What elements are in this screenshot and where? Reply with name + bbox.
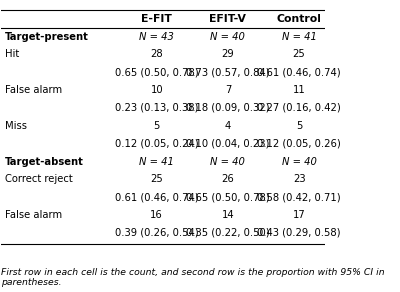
Text: N = 41: N = 41 (139, 157, 174, 166)
Text: False alarm: False alarm (5, 85, 62, 95)
Text: 0.73 (0.57, 0.84): 0.73 (0.57, 0.84) (186, 67, 270, 77)
Text: 10: 10 (150, 85, 163, 95)
Text: 0.12 (0.05, 0.26): 0.12 (0.05, 0.26) (257, 139, 341, 149)
Text: Target-present: Target-present (5, 32, 88, 42)
Text: False alarm: False alarm (5, 210, 62, 220)
Text: 23: 23 (293, 174, 306, 184)
Text: 0.65 (0.50, 0.78): 0.65 (0.50, 0.78) (115, 67, 198, 77)
Text: 0.39 (0.26, 0.54): 0.39 (0.26, 0.54) (115, 228, 198, 238)
Text: Control: Control (277, 14, 322, 24)
Text: 0.43 (0.29, 0.58): 0.43 (0.29, 0.58) (257, 228, 341, 238)
Text: Target-absent: Target-absent (5, 157, 84, 166)
Text: 0.58 (0.42, 0.71): 0.58 (0.42, 0.71) (257, 192, 341, 202)
Text: 4: 4 (225, 121, 231, 131)
Text: Hit: Hit (5, 49, 19, 60)
Text: 25: 25 (293, 49, 306, 60)
Text: 7: 7 (225, 85, 231, 95)
Text: 0.23 (0.13, 0.38): 0.23 (0.13, 0.38) (115, 103, 198, 113)
Text: 0.10 (0.04, 0.23): 0.10 (0.04, 0.23) (186, 139, 270, 149)
Text: N = 43: N = 43 (139, 32, 174, 42)
Text: 5: 5 (296, 121, 302, 131)
Text: First row in each cell is the count, and second row is the proportion with 95% C: First row in each cell is the count, and… (1, 268, 385, 287)
Text: N = 40: N = 40 (210, 32, 245, 42)
Text: EFIT-V: EFIT-V (210, 14, 246, 24)
Text: 25: 25 (150, 174, 163, 184)
Text: N = 40: N = 40 (210, 157, 245, 166)
Text: 14: 14 (222, 210, 234, 220)
Text: 29: 29 (222, 49, 234, 60)
Text: N = 41: N = 41 (282, 32, 316, 42)
Text: 0.27 (0.16, 0.42): 0.27 (0.16, 0.42) (257, 103, 341, 113)
Text: N = 40: N = 40 (282, 157, 316, 166)
Text: 16: 16 (150, 210, 163, 220)
Text: 0.35 (0.22, 0.50): 0.35 (0.22, 0.50) (186, 228, 270, 238)
Text: 0.61 (0.46, 0.74): 0.61 (0.46, 0.74) (257, 67, 341, 77)
Text: 26: 26 (222, 174, 234, 184)
Text: 0.61 (0.46, 0.74): 0.61 (0.46, 0.74) (115, 192, 198, 202)
Text: 28: 28 (150, 49, 163, 60)
Text: 5: 5 (154, 121, 160, 131)
Text: E-FIT: E-FIT (141, 14, 172, 24)
Text: 0.65 (0.50, 0.78): 0.65 (0.50, 0.78) (186, 192, 270, 202)
Text: 0.12 (0.05, 0.24): 0.12 (0.05, 0.24) (115, 139, 198, 149)
Text: 17: 17 (293, 210, 306, 220)
Text: Correct reject: Correct reject (5, 174, 72, 184)
Text: 11: 11 (293, 85, 306, 95)
Text: Miss: Miss (5, 121, 27, 131)
Text: 0.18 (0.09, 0.32): 0.18 (0.09, 0.32) (186, 103, 270, 113)
